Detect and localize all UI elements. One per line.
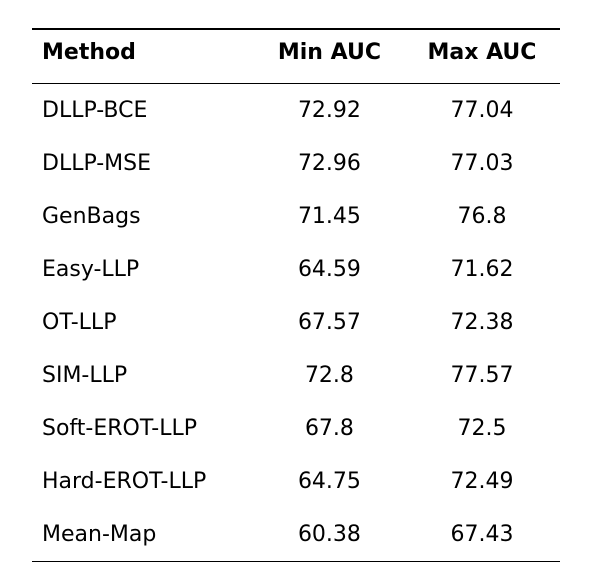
cell-min: 71.45: [255, 190, 404, 243]
cell-method: Mean-Map: [32, 508, 255, 562]
cell-min: 64.59: [255, 243, 404, 296]
table-row: DLLP-BCE 72.92 77.04: [32, 84, 560, 138]
cell-max: 77.04: [404, 84, 560, 138]
cell-method: OT-LLP: [32, 296, 255, 349]
cell-min: 67.8: [255, 402, 404, 455]
cell-method: GenBags: [32, 190, 255, 243]
cell-max: 72.38: [404, 296, 560, 349]
col-min-auc: Min AUC: [255, 29, 404, 84]
cell-max: 72.49: [404, 455, 560, 508]
cell-max: 71.62: [404, 243, 560, 296]
table-row: Mean-Map 60.38 67.43: [32, 508, 560, 562]
table-row: Soft-EROT-LLP 67.8 72.5: [32, 402, 560, 455]
col-max-auc: Max AUC: [404, 29, 560, 84]
table-row: DLLP-MSE 72.96 77.03: [32, 137, 560, 190]
cell-max: 77.03: [404, 137, 560, 190]
cell-method: DLLP-MSE: [32, 137, 255, 190]
cell-method: Easy-LLP: [32, 243, 255, 296]
auc-table: Method Min AUC Max AUC DLLP-BCE 72.92 77…: [32, 28, 560, 562]
col-method: Method: [32, 29, 255, 84]
table-row: SIM-LLP 72.8 77.57: [32, 349, 560, 402]
cell-method: DLLP-BCE: [32, 84, 255, 138]
cell-max: 77.57: [404, 349, 560, 402]
table-row: OT-LLP 67.57 72.38: [32, 296, 560, 349]
cell-min: 72.96: [255, 137, 404, 190]
cell-max: 76.8: [404, 190, 560, 243]
table-row: GenBags 71.45 76.8: [32, 190, 560, 243]
cell-max: 67.43: [404, 508, 560, 562]
cell-method: Hard-EROT-LLP: [32, 455, 255, 508]
table-row: Hard-EROT-LLP 64.75 72.49: [32, 455, 560, 508]
cell-min: 72.8: [255, 349, 404, 402]
table-row: Easy-LLP 64.59 71.62: [32, 243, 560, 296]
cell-min: 64.75: [255, 455, 404, 508]
cell-max: 72.5: [404, 402, 560, 455]
cell-min: 67.57: [255, 296, 404, 349]
cell-method: SIM-LLP: [32, 349, 255, 402]
header-row: Method Min AUC Max AUC: [32, 29, 560, 84]
cell-method: Soft-EROT-LLP: [32, 402, 255, 455]
cell-min: 60.38: [255, 508, 404, 562]
cell-min: 72.92: [255, 84, 404, 138]
table-container: Method Min AUC Max AUC DLLP-BCE 72.92 77…: [0, 0, 592, 578]
